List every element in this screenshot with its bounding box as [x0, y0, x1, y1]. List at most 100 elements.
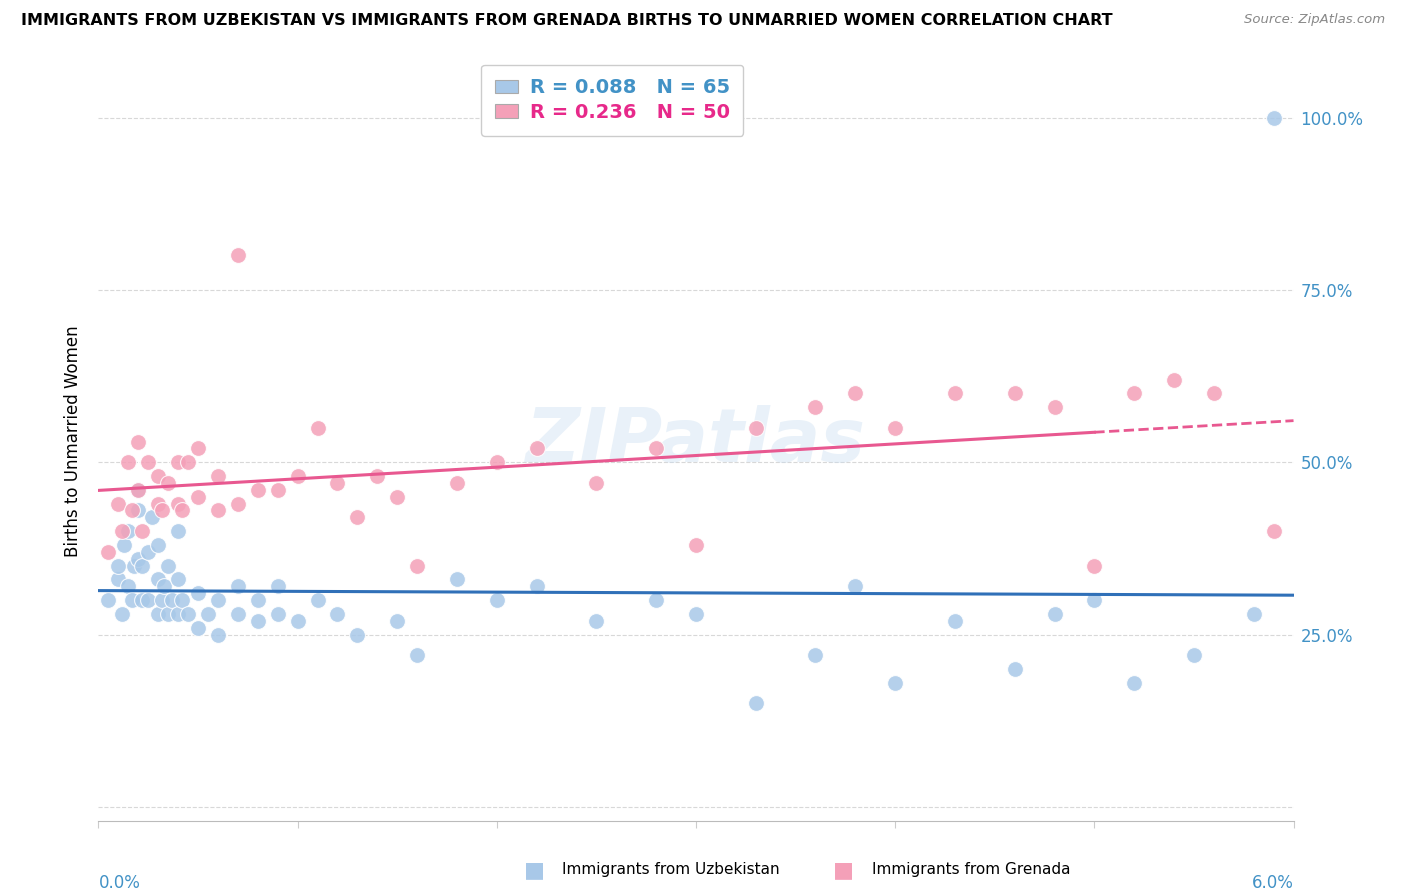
Point: [1243, 607, 1265, 621]
Point: [148, 469, 170, 483]
Point: [127, 434, 149, 449]
Point: [187, 442, 209, 456]
Point: [326, 475, 349, 490]
Point: [187, 621, 209, 635]
Legend: R = 0.088   N = 65, R = 0.236   N = 50: R = 0.088 N = 65, R = 0.236 N = 50: [481, 64, 744, 136]
Point: [745, 697, 768, 711]
Point: [167, 607, 190, 621]
Point: [385, 490, 409, 504]
Point: [446, 573, 468, 587]
Point: [177, 455, 200, 469]
Point: [406, 648, 429, 663]
Point: [1202, 386, 1225, 401]
Point: [1083, 558, 1105, 573]
Point: [148, 607, 170, 621]
Point: [446, 475, 468, 490]
Point: [157, 607, 180, 621]
Point: [117, 579, 139, 593]
Point: [1043, 607, 1066, 621]
Point: [884, 675, 907, 690]
Point: [141, 510, 163, 524]
Point: [1263, 111, 1285, 125]
Point: [685, 607, 707, 621]
Point: [111, 524, 134, 538]
Point: [406, 558, 429, 573]
Point: [1043, 400, 1066, 414]
Point: [884, 421, 907, 435]
Point: [97, 545, 120, 559]
Point: [148, 573, 170, 587]
Point: [246, 614, 269, 628]
Y-axis label: Births to Unmarried Women: Births to Unmarried Women: [65, 326, 83, 558]
Point: [267, 607, 290, 621]
Point: [844, 386, 866, 401]
Point: [346, 627, 368, 641]
Point: [745, 421, 768, 435]
Point: [226, 607, 249, 621]
Point: [1263, 524, 1285, 538]
Point: [485, 593, 508, 607]
Point: [131, 558, 153, 573]
Point: [107, 558, 129, 573]
Point: [1004, 386, 1026, 401]
Point: [167, 497, 190, 511]
Point: [645, 593, 668, 607]
Point: [246, 483, 269, 497]
Point: [172, 503, 194, 517]
Text: Source: ZipAtlas.com: Source: ZipAtlas.com: [1244, 13, 1385, 27]
Point: [112, 538, 135, 552]
Point: [127, 483, 149, 497]
Point: [1182, 648, 1205, 663]
Point: [207, 469, 229, 483]
Point: [131, 593, 153, 607]
Point: [136, 455, 159, 469]
Point: [804, 648, 827, 663]
Text: ■: ■: [524, 860, 544, 880]
Point: [1004, 662, 1026, 676]
Point: [124, 558, 146, 573]
Point: [943, 386, 966, 401]
Point: [177, 607, 200, 621]
Point: [157, 475, 180, 490]
Point: [207, 627, 229, 641]
Point: [167, 524, 190, 538]
Point: [943, 614, 966, 628]
Point: [267, 483, 290, 497]
Text: Immigrants from Grenada: Immigrants from Grenada: [872, 863, 1070, 877]
Point: [326, 607, 349, 621]
Point: [107, 573, 129, 587]
Point: [307, 421, 329, 435]
Point: [585, 614, 607, 628]
Point: [645, 442, 668, 456]
Point: [148, 538, 170, 552]
Point: [207, 503, 229, 517]
Point: [346, 510, 368, 524]
Point: [97, 593, 120, 607]
Point: [157, 558, 180, 573]
Point: [226, 248, 249, 262]
Point: [117, 524, 139, 538]
Point: [585, 475, 607, 490]
Point: [148, 497, 170, 511]
Point: [167, 573, 190, 587]
Point: [287, 469, 309, 483]
Point: [187, 490, 209, 504]
Point: [307, 593, 329, 607]
Text: ■: ■: [834, 860, 853, 880]
Point: [804, 400, 827, 414]
Text: 6.0%: 6.0%: [1251, 874, 1294, 892]
Point: [127, 503, 149, 517]
Point: [153, 579, 176, 593]
Point: [127, 551, 149, 566]
Point: [1123, 386, 1146, 401]
Point: [172, 593, 194, 607]
Point: [107, 497, 129, 511]
Text: ZIPatlas: ZIPatlas: [526, 405, 866, 478]
Point: [267, 579, 290, 593]
Point: [287, 614, 309, 628]
Point: [1163, 372, 1185, 386]
Point: [844, 579, 866, 593]
Point: [246, 593, 269, 607]
Point: [167, 455, 190, 469]
Point: [136, 593, 159, 607]
